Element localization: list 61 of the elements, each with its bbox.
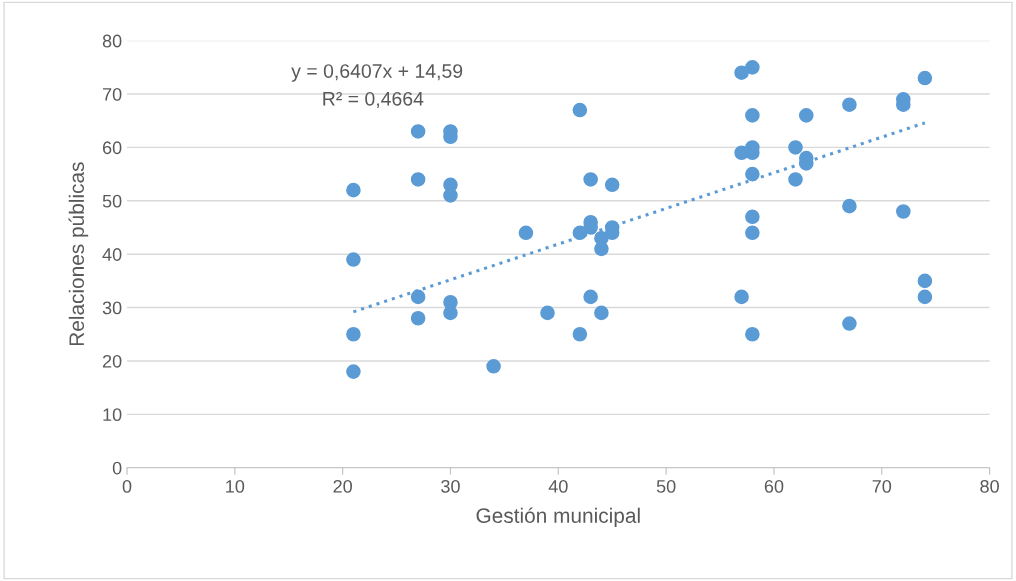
x-tick-label: 80 bbox=[980, 479, 999, 493]
y-tick-label: 40 bbox=[102, 248, 122, 261]
point bbox=[410, 310, 426, 326]
point bbox=[788, 140, 803, 155]
x-tick-label: 70 bbox=[872, 479, 892, 493]
y-tick-label: 70 bbox=[102, 87, 122, 101]
y-axis-title: Relaciones públicas bbox=[68, 162, 89, 346]
point bbox=[799, 108, 814, 123]
point bbox=[346, 182, 361, 198]
point bbox=[745, 108, 760, 123]
point bbox=[583, 172, 598, 187]
x-tick-label: 0 bbox=[122, 479, 132, 493]
x-tick-label: 30 bbox=[441, 479, 460, 493]
x-tick-label: 60 bbox=[764, 479, 784, 493]
point bbox=[410, 289, 426, 305]
x-tick-label: 20 bbox=[333, 479, 352, 493]
point bbox=[443, 188, 458, 203]
annotation: R² = 0,4664 bbox=[323, 91, 424, 108]
x-tick-label: 50 bbox=[656, 479, 676, 493]
y-tick-label: 0 bbox=[112, 461, 122, 475]
point bbox=[540, 305, 555, 321]
point bbox=[572, 225, 588, 241]
x-tick-label: 40 bbox=[548, 479, 568, 493]
point bbox=[842, 316, 857, 331]
x-axis-title: Gestión municipal bbox=[476, 507, 640, 528]
point bbox=[745, 60, 760, 75]
point bbox=[572, 102, 588, 118]
point bbox=[788, 172, 803, 187]
point bbox=[745, 209, 760, 225]
point bbox=[842, 97, 857, 113]
point bbox=[745, 225, 760, 241]
point bbox=[410, 124, 426, 139]
point bbox=[443, 305, 458, 321]
point bbox=[745, 326, 760, 342]
y-tick-label: 30 bbox=[102, 301, 122, 315]
y-tick-label: 50 bbox=[102, 194, 122, 208]
point bbox=[917, 70, 933, 86]
point bbox=[594, 241, 609, 257]
point bbox=[346, 252, 361, 267]
point bbox=[896, 204, 911, 219]
point bbox=[917, 273, 933, 289]
point bbox=[842, 198, 857, 214]
point bbox=[594, 305, 609, 321]
point bbox=[486, 359, 501, 374]
point bbox=[518, 225, 534, 241]
x-tick-label: 10 bbox=[226, 479, 245, 493]
point bbox=[410, 172, 426, 187]
point bbox=[583, 289, 598, 305]
annotation: y = 0,6407x + 14,59 bbox=[291, 64, 463, 82]
y-tick-label: 10 bbox=[103, 408, 122, 422]
point bbox=[734, 289, 749, 305]
y-tick-label: 20 bbox=[102, 354, 122, 368]
point bbox=[604, 177, 620, 193]
point bbox=[346, 326, 361, 342]
point bbox=[917, 289, 933, 305]
point bbox=[346, 364, 361, 379]
y-tick-label: 80 bbox=[102, 34, 122, 48]
y-tick-label: 60 bbox=[102, 141, 122, 155]
point bbox=[734, 65, 749, 80]
point bbox=[572, 326, 588, 342]
point bbox=[745, 166, 760, 182]
